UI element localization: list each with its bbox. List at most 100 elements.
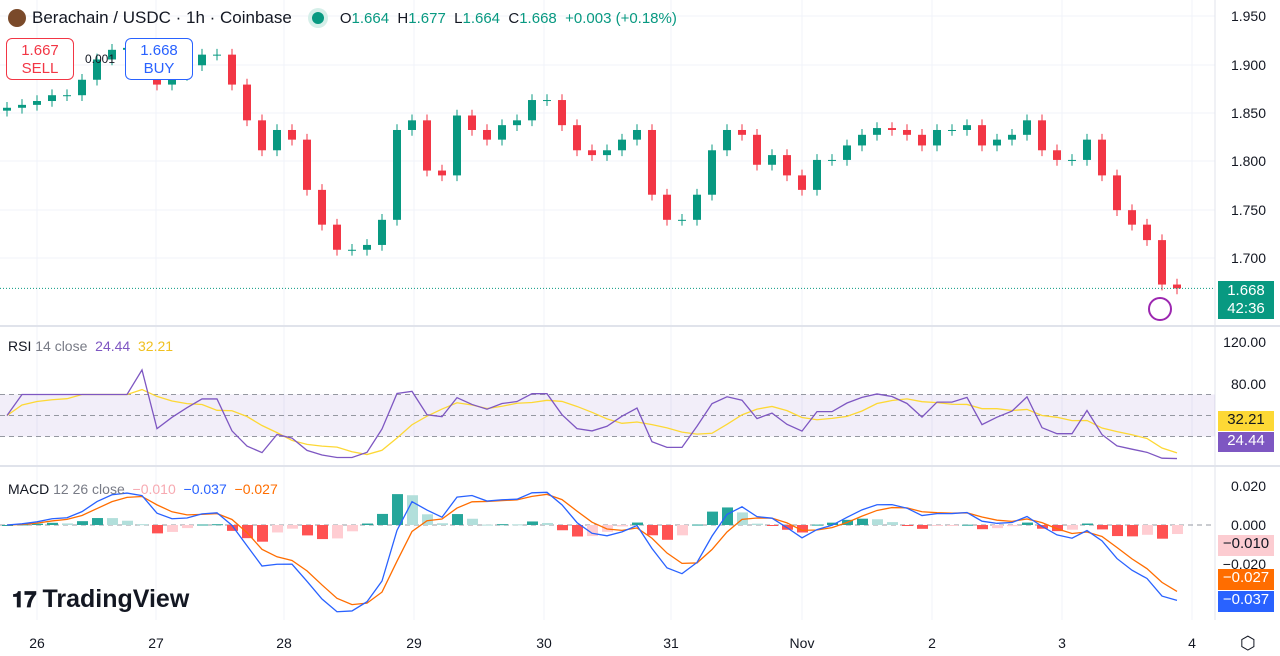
rsi-line [6,368,1178,460]
x-tick: 26 [29,635,45,651]
macd-histogram-bar [572,525,583,537]
candle [333,224,341,250]
candle [513,120,521,126]
sell-button[interactable]: 1.667 SELL [6,38,74,80]
candle [1023,120,1031,135]
macd-histogram-bar [707,511,718,525]
macd-histogram-bar [377,513,388,525]
macd-histogram-bar [1022,522,1033,525]
price-tick: 1.850 [1230,105,1266,121]
macd-histogram-bar [497,524,508,526]
macd-histogram-bar [1112,525,1123,537]
candle [993,139,1001,146]
candle [63,95,71,97]
macd-histogram-bar [1172,525,1183,535]
macd-histogram-bar [692,524,703,526]
macd-histogram-bar [392,494,403,525]
macd-histogram-bar [452,514,463,525]
candle [543,100,551,102]
x-tick: 30 [536,635,552,651]
macd-histogram-bar [1127,525,1138,537]
x-tick: 4 [1188,635,1196,651]
rsi-legend[interactable]: RSI 14 close 24.44 32.21 [8,338,174,354]
candle [603,150,611,156]
macd-histogram-bar [647,525,658,536]
candle [303,139,311,190]
candle [1158,240,1166,285]
macd-histogram-bar [1052,525,1063,532]
candle [288,129,296,140]
candle [648,129,656,195]
macd-legend[interactable]: MACD 12 26 close −0.010 −0.037 −0.027 [8,481,278,497]
candle [1038,120,1046,151]
candle [858,134,866,146]
symbol-header: Berachain / USDC · 1h · Coinbase O1.664 … [8,8,677,28]
macd-histogram-bar [587,525,598,537]
price-tick: 1.800 [1230,153,1266,169]
x-tick: Nov [789,635,815,651]
macd-histogram-bar [812,524,823,526]
macd-histogram-bar [1097,525,1108,530]
macd-histogram-bar [947,525,958,526]
macd-histogram-bar [617,525,628,527]
candle [408,120,416,130]
rsi-tick: 120.00 [1223,334,1266,350]
candle [48,95,56,102]
rsi-ma-line [6,388,1178,456]
macd-histogram-bar [77,521,88,525]
price-tick: 1.950 [1230,8,1266,24]
tradingview-logo[interactable]: 𝟏𝟕 TradingView [12,585,190,613]
candle [393,129,401,220]
macd-histogram-bar [47,522,58,525]
macd-histogram-bar [902,525,913,526]
candle [18,104,26,108]
rsi-value-tag: 24.44 [1218,432,1274,452]
x-tick: 3 [1058,635,1066,651]
macd-histogram-bar [1007,525,1018,527]
candle [828,159,836,161]
candle [198,54,206,66]
macd-histogram-bar [1067,525,1078,530]
macd-histogram-bar [872,519,883,525]
candle [243,84,251,121]
candle [978,125,986,146]
rsi-ma-tag: 32.21 [1218,411,1274,431]
candle [663,194,671,220]
x-tick: 28 [276,635,292,651]
macd-histogram-bar [722,507,733,525]
macd-histogram-bar [962,524,973,526]
candle [768,155,776,165]
candle [1128,210,1136,225]
macd-histogram-bar [227,525,238,531]
macd-histogram-bar [677,525,688,536]
macd-histogram-bar [857,518,868,525]
x-tick: 29 [406,635,422,651]
macd-histogram-bar [212,524,223,526]
macd-histogram-bar [512,524,523,526]
candle [933,129,941,146]
macd-signal-tag: −0.027 [1218,569,1274,590]
market-open-icon [311,12,324,24]
candle [558,100,566,126]
macd-histogram-bar [662,525,673,540]
macd-histogram-bar [437,523,448,525]
macd-histogram-bar [422,514,433,525]
macd-histogram-bar [197,524,208,526]
candle [33,101,41,105]
candle [903,129,911,135]
symbol-title[interactable]: Berachain / USDC · 1h · Coinbase [32,8,292,27]
macd-hist-tag: −0.010 [1218,535,1274,556]
settings-icon[interactable]: ⬡ [1240,633,1256,653]
candle [873,128,881,135]
candle [438,170,446,176]
candle [348,249,356,251]
candle [798,175,806,190]
candle [1053,150,1061,160]
macd-histogram-bar [932,525,943,526]
candle [78,79,86,96]
candle [843,145,851,160]
bar-countdown: 42:36 [1227,300,1265,317]
candle [678,219,686,221]
buy-button[interactable]: 1.668 BUY [125,38,193,80]
